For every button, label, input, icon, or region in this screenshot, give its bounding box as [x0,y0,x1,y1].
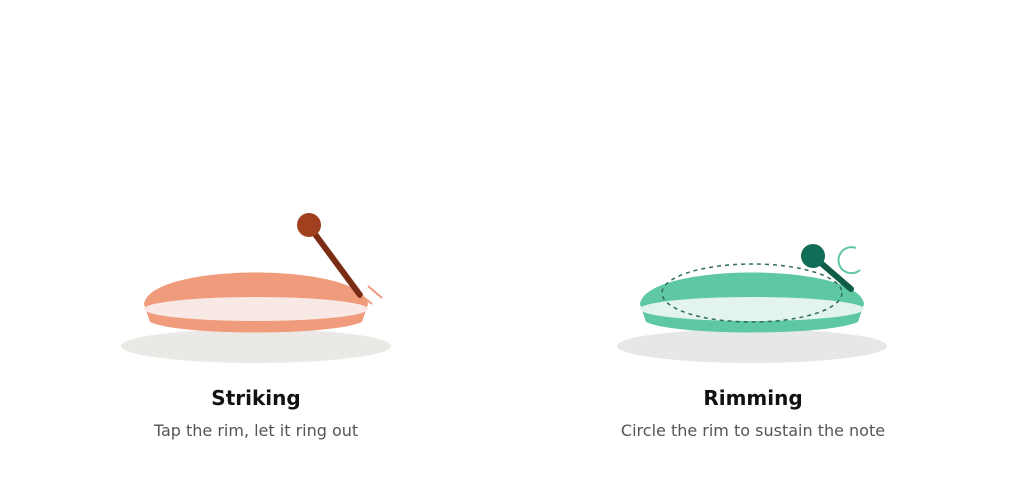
striking-bowl [121,213,391,363]
card-title: Rimming [703,386,803,410]
card-title: Striking [211,386,301,410]
card-caption: Circle the rim to sustain the note [620,421,886,440]
rimming-bowl [617,244,887,363]
card-caption: Tap the rim, let it ring out [153,421,359,440]
